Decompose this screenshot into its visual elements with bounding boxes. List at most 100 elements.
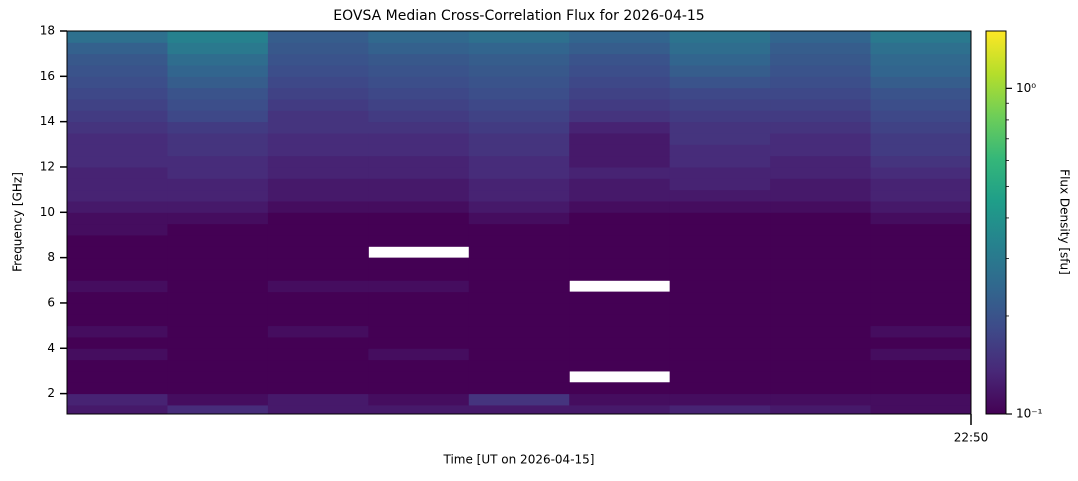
heat-cell [167,132,269,145]
heat-cell [67,359,168,372]
heat-cell [167,200,269,213]
heat-cell [770,42,872,55]
heat-cell [368,53,470,66]
heat-cell [368,64,470,77]
heat-cell [870,200,972,213]
heat-cell [870,121,972,134]
heat-cell [870,98,972,111]
heat-cell [770,382,872,395]
heat-cell [67,291,168,304]
heat-cell [67,268,168,281]
heat-cell [870,42,972,55]
heat-cell [870,246,972,259]
heat-cell [67,166,168,179]
heat-cell [267,178,369,191]
chart-title: EOVSA Median Cross-Correlation Flux for … [333,8,704,24]
heat-cell [167,144,269,157]
heat-cell [67,189,168,202]
heat-cell [267,64,369,77]
heat-cell [669,382,771,395]
heat-cell [569,291,671,304]
heat-cell [167,189,269,202]
heat-cell [368,280,470,293]
heat-cell [67,31,168,43]
heat-cell [67,110,168,123]
heat-cell [67,76,168,89]
y-tick-label: 6 [47,295,55,309]
heat-cell [267,268,369,281]
heat-cell [468,348,570,361]
colorbar-tick-label: 10⁻¹ [1016,407,1043,421]
heat-cell [368,212,470,225]
heat-cell [468,325,570,338]
heat-cell [669,348,771,361]
heat-cell [569,166,671,179]
colorbar-label: Flux Density [sfu] [1058,169,1072,275]
heat-cell [770,76,872,89]
heat-cell [770,223,872,236]
heat-cell [669,234,771,247]
heat-cell [569,53,671,66]
heat-cell [770,280,872,293]
heat-cell [669,257,771,270]
heat-cell [368,336,470,349]
heat-cell [669,200,771,213]
heat-cell [167,178,269,191]
heat-cell [67,212,168,225]
heat-cell [468,189,570,202]
heat-cell [569,98,671,111]
heat-cell [770,212,872,225]
heat-cell [67,144,168,157]
heat-cell [468,31,570,43]
heat-cell [67,348,168,361]
heat-cell [468,393,570,406]
heat-cell [167,348,269,361]
heat-cell [468,87,570,100]
heat-cell [569,223,671,236]
heat-cell [569,325,671,338]
heat-cell [368,110,470,123]
heat-cell [167,404,269,415]
heat-cell [167,31,269,43]
heat-cell [368,144,470,157]
heat-cell [267,42,369,55]
heat-cell [67,234,168,247]
heat-cell [167,280,269,293]
heat-cell [468,302,570,315]
heat-cell [770,132,872,145]
heat-cell [267,325,369,338]
heat-cell [267,234,369,247]
heat-cell [870,144,972,157]
heat-cell [167,302,269,315]
heat-cell [669,246,771,259]
heat-cell [167,291,269,304]
heat-cell [167,382,269,395]
heat-cell [569,257,671,270]
heat-cell [870,280,972,293]
heat-cell [770,359,872,372]
y-tick-label: 8 [47,250,55,264]
heat-cell [870,189,972,202]
heat-cell [870,110,972,123]
heat-cell [569,302,671,315]
heat-cell [569,110,671,123]
heat-cell [267,280,369,293]
heat-cell [770,257,872,270]
heat-cell [267,76,369,89]
heat-cell [569,200,671,213]
heat-cell [870,178,972,191]
heat-cell [468,132,570,145]
heat-cell [669,268,771,281]
heat-cell [669,291,771,304]
heat-cell [267,155,369,168]
heat-cell [468,42,570,55]
heat-cell [669,87,771,100]
heat-cell [167,246,269,259]
heat-cell [569,393,671,406]
heat-cell [669,212,771,225]
heat-cell [67,132,168,145]
heat-cell [267,291,369,304]
heat-cell [468,268,570,281]
heat-cell [368,31,470,43]
